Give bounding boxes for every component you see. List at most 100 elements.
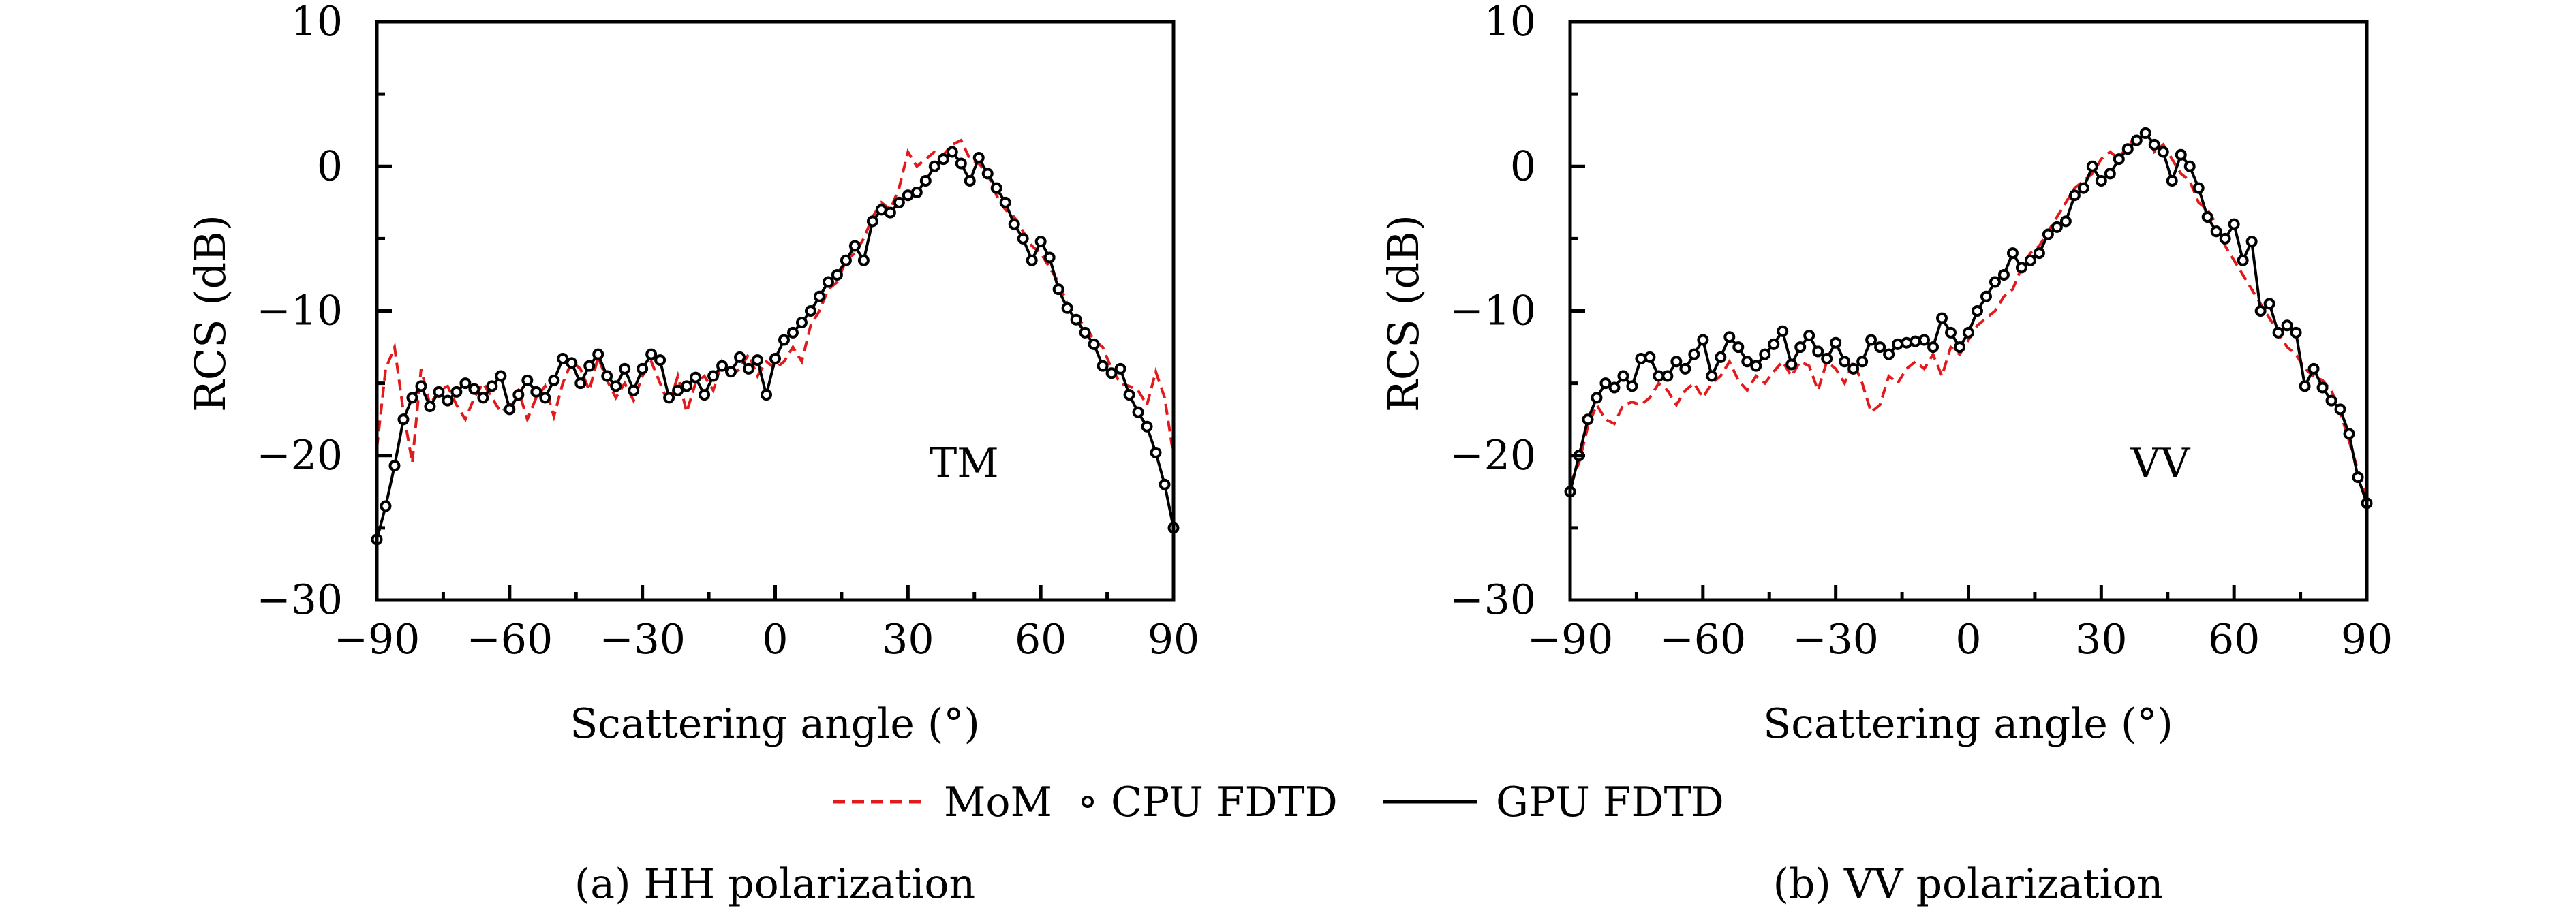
cpu-fdtd-point-vv <box>1697 334 1709 346</box>
y-tick-label-hh: 0 <box>317 142 343 190</box>
cpu-fdtd-point-vv <box>2006 247 2019 260</box>
cpu-fdtd-point-hh <box>610 380 622 392</box>
cpu-fdtd-point-vv <box>2059 215 2072 228</box>
cpu-fdtd-point-hh <box>663 392 675 404</box>
cpu-fdtd-point-vv <box>1883 348 1895 360</box>
cpu-fdtd-point-hh <box>645 348 658 360</box>
cpu-fdtd-point-vv <box>2104 168 2116 180</box>
cpu-fdtd-point-vv <box>2254 305 2267 317</box>
annotation-tm: TM <box>930 439 998 487</box>
ticks-hh: −90 −60 −30 0 30 60 90 10 0 −10 −20 −30 <box>256 0 1199 663</box>
x-tick-label-vv: −30 <box>1792 616 1879 663</box>
cpu-fdtd-point-hh <box>539 392 551 404</box>
cpu-fdtd-point-hh <box>1043 251 1056 264</box>
cpu-fdtd-point-vv <box>2263 298 2275 310</box>
cpu-fdtd-point-vv <box>1936 312 1948 324</box>
cpu-fdtd-point-hh <box>813 290 825 302</box>
cpu-fdtd-point-hh <box>857 254 870 266</box>
cpu-fdtd-point-hh <box>415 380 427 392</box>
cpu-fdtd-point-hh <box>504 403 516 416</box>
legend-gpu-fdtd-label: GPU FDTD <box>1496 779 1724 826</box>
cpu-fdtd-point-hh <box>486 380 498 392</box>
cpu-fdtd-point-hh <box>1061 302 1073 314</box>
cpu-fdtd-point-hh <box>654 354 666 366</box>
cpu-fdtd-point-vv <box>1963 326 1974 339</box>
cpu-fdtd-point-hh <box>450 386 463 398</box>
cpu-fdtd-point-hh <box>406 392 418 404</box>
x-tick-label-hh: 60 <box>1015 616 1067 663</box>
y-tick-label-vv: −20 <box>1450 432 1536 480</box>
cpu-fdtd-point-hh <box>628 384 640 396</box>
cpu-fdtd-point-hh <box>1123 389 1135 401</box>
cpu-fdtd-point-vv <box>2130 134 2143 146</box>
cpu-fdtd-point-hh <box>433 386 445 398</box>
cpu-fdtd-point-vv <box>1830 336 1842 349</box>
cpu-fdtd-point-hh <box>778 334 790 346</box>
cpu-fdtd-point-vv <box>2024 254 2036 266</box>
cpu-fdtd-point-hh <box>840 254 852 266</box>
cpu-fdtd-point-vv <box>1785 358 1798 371</box>
y-tick-label-vv: 0 <box>1510 142 1536 190</box>
cpu-fdtd-point-hh <box>459 377 472 390</box>
y-tick-label-vv: −30 <box>1450 576 1536 624</box>
cpu-fdtd-point-hh <box>919 174 932 187</box>
caption-hh: (a) HH polarization <box>574 860 975 908</box>
cpu-fdtd-point-vv <box>2245 236 2258 248</box>
cpu-fdtd-point-vv <box>2316 381 2329 394</box>
cpu-fdtd-point-hh <box>681 380 693 392</box>
cpu-fdtd-point-vv <box>1688 348 1700 360</box>
cpu-fdtd-point-vv <box>2121 143 2134 155</box>
y-tick-label-hh: −30 <box>256 576 343 624</box>
cpu-fdtd-point-hh <box>619 362 631 375</box>
cpu-fdtd-point-hh <box>583 360 596 372</box>
cpu-fdtd-point-hh <box>521 374 534 386</box>
caption-vv: (b) VV polarization <box>1773 860 2164 908</box>
cpu-fdtd-point-vv <box>1918 334 1931 346</box>
cpu-fdtd-point-vv <box>1847 362 1860 375</box>
cpu-fdtd-point-vv <box>1901 336 1913 349</box>
cpu-fdtd-point-vv <box>2051 221 2063 233</box>
cpu-fdtd-point-vv <box>1989 276 2001 288</box>
cpu-fdtd-point-hh <box>848 240 861 252</box>
cpu-fdtd-point-hh <box>1079 326 1091 339</box>
cpu-fdtd-point-hh <box>1017 232 1029 245</box>
cpu-fdtd-point-vv <box>1954 341 1966 354</box>
plot-area-vv <box>1564 127 2373 510</box>
cpu-fdtd-point-vv <box>1661 370 1674 382</box>
cpu-fdtd-point-vv <box>2095 174 2107 187</box>
cpu-fdtd-point-vv <box>1997 268 2010 281</box>
series-mom-line-vv <box>1569 127 2368 499</box>
cpu-fdtd-point-vv <box>1874 341 1886 354</box>
cpu-fdtd-point-hh <box>1052 283 1064 296</box>
cpu-fdtd-point-vv <box>1582 413 1594 426</box>
cpu-fdtd-point-vv <box>1910 335 1922 347</box>
cpu-fdtd-point-hh <box>1105 367 1118 379</box>
cpu-fdtd-point-vv <box>1865 334 1877 346</box>
cpu-fdtd-point-vv <box>2139 127 2151 139</box>
cpu-fdtd-point-hh <box>601 370 613 382</box>
cpu-fdtd-point-hh <box>1088 338 1100 350</box>
ticks-vv: −90 −60 −30 0 30 60 90 10 0 −10 −20 −30 <box>1450 0 2393 663</box>
cpu-fdtd-point-hh <box>1097 360 1109 372</box>
cpu-fdtd-point-vv <box>1759 348 1771 360</box>
cpu-fdtd-point-hh <box>716 360 729 372</box>
cpu-fdtd-point-hh <box>752 354 764 366</box>
cpu-fdtd-point-vv <box>1741 356 1753 368</box>
cpu-fdtd-point-hh <box>388 460 401 472</box>
cpu-fdtd-point-hh <box>981 168 994 180</box>
cpu-fdtd-point-vv <box>1892 338 1904 350</box>
cpu-fdtd-point-hh <box>795 316 808 328</box>
cpu-fdtd-point-hh <box>964 174 976 187</box>
y-axis-label-hh: RCS (dB) <box>185 215 235 412</box>
cpu-fdtd-point-hh <box>380 500 392 512</box>
cpu-fdtd-point-vv <box>1608 381 1621 394</box>
series-gpu-fdtd-line-hh <box>375 150 1175 540</box>
cpu-fdtd-point-vv <box>2307 362 2320 375</box>
cpu-fdtd-point-vv <box>2175 148 2187 161</box>
y-tick-label-vv: 10 <box>1484 0 1536 46</box>
cpu-fdtd-point-hh <box>769 353 781 365</box>
y-tick-label-hh: 10 <box>291 0 343 46</box>
cpu-fdtd-point-vv <box>2290 326 2302 339</box>
cpu-fdtd-point-vv <box>2343 428 2355 440</box>
